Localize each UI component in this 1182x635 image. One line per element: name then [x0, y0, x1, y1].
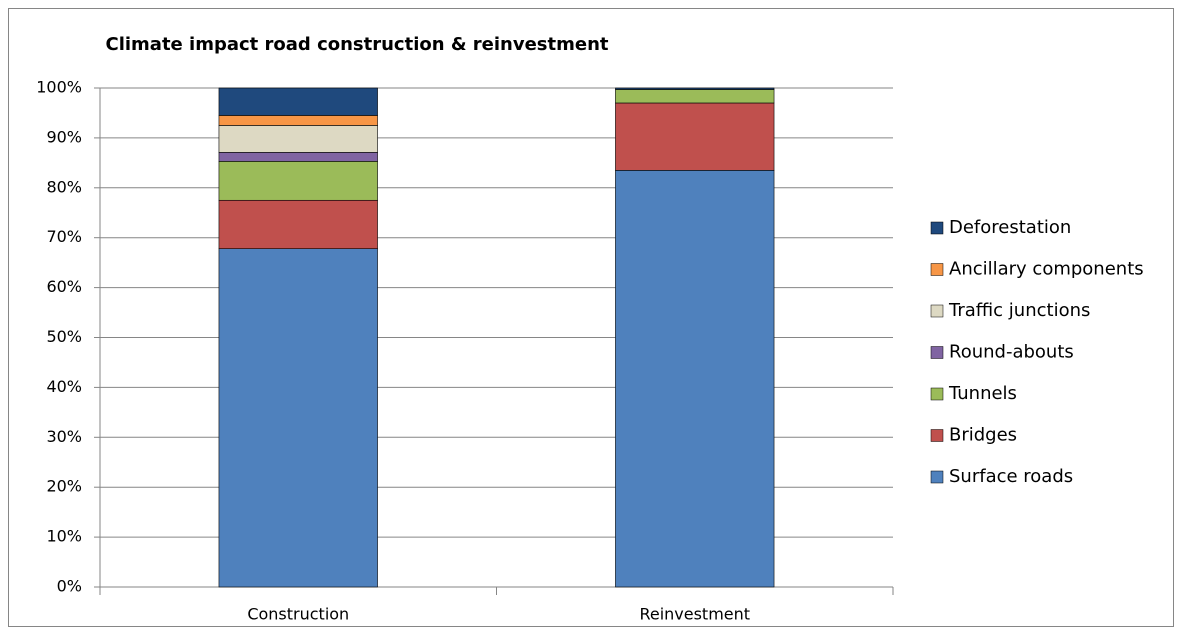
bar-segment	[615, 87, 775, 90]
y-tick-label: 100%	[36, 78, 82, 97]
y-tick-label: 30%	[46, 427, 82, 446]
y-tick-label: 80%	[46, 177, 82, 196]
y-tick-label: 20%	[46, 477, 82, 496]
bar-segment	[615, 89, 775, 104]
y-tick-label: 10%	[46, 527, 82, 546]
bar-segment	[218, 152, 378, 162]
bar-segment	[218, 199, 378, 249]
legend-label: Round-abouts	[949, 342, 1074, 363]
legend-label: Ancillary components	[949, 259, 1144, 280]
chart-title: Climate impact road construction & reinv…	[106, 34, 609, 55]
y-tick-label: 40%	[46, 377, 82, 396]
legend-label: Traffic junctions	[948, 300, 1090, 321]
x-tick-label: Construction	[247, 605, 349, 624]
x-tick-label: Reinvestment	[639, 605, 750, 624]
y-tick-label: 90%	[46, 127, 82, 146]
legend-swatch	[930, 221, 944, 235]
y-tick-label: 0%	[57, 577, 82, 596]
legend-swatch	[930, 304, 944, 318]
legend-swatch	[930, 263, 944, 276]
legend-label: Bridges	[949, 425, 1017, 446]
y-tick-label: 60%	[46, 277, 82, 296]
y-tick-label: 70%	[46, 227, 82, 246]
chart-border	[8, 8, 1174, 627]
legend-swatch	[930, 429, 944, 442]
y-tick-label: 50%	[46, 327, 82, 346]
legend-swatch	[930, 346, 944, 359]
legend-label: Deforestation	[949, 217, 1071, 238]
legend-swatch	[930, 470, 944, 484]
bar-segment	[615, 170, 775, 588]
bar-segment	[218, 125, 378, 153]
bar-segment	[218, 87, 378, 116]
bar-segment	[615, 102, 775, 171]
bar-segment	[218, 161, 378, 201]
legend-swatch	[930, 387, 944, 401]
bar-segment	[218, 248, 378, 588]
legend-label: Surface roads	[949, 466, 1073, 487]
legend-label: Tunnels	[948, 383, 1017, 404]
bar-segment	[218, 115, 378, 126]
